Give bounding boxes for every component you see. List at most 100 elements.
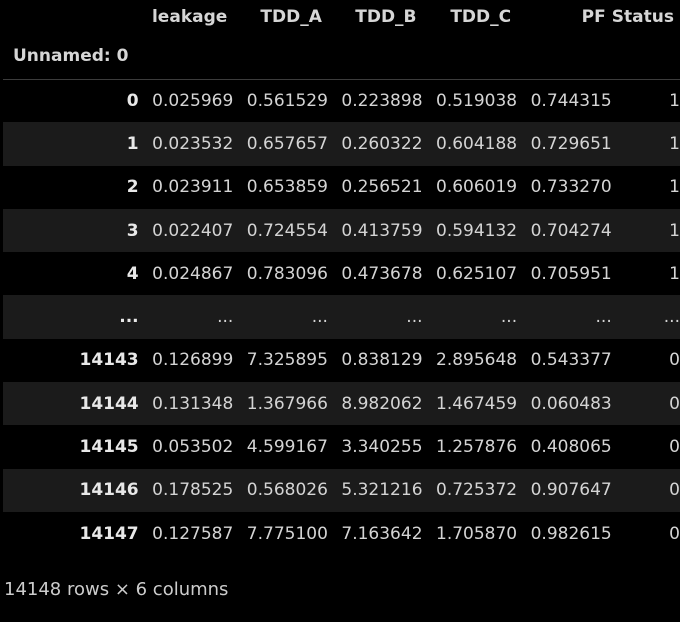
blank-header-cell	[611, 33, 680, 80]
blank-header-cell	[517, 33, 612, 80]
cell-status: ...	[611, 295, 680, 339]
cell-tdd-b: ...	[327, 295, 423, 339]
cell-status: 1	[611, 208, 680, 253]
cell-pf: 0.060483	[517, 382, 612, 426]
cell-pf: 0.733270	[530, 177, 612, 198]
cell-tdd-a: 0.568026	[233, 468, 328, 512]
column-header-status: Status	[611, 6, 674, 27]
table-row: 14143 0.126899 7.325895 0.838129 2.89564…	[3, 339, 680, 382]
blank-header-cell	[422, 33, 518, 80]
cell-leakage: 0.126899	[152, 350, 234, 371]
blank-header-cell	[3, 0, 139, 33]
cell-status: 1	[669, 177, 680, 198]
cell-tdd-c: 0.604188	[422, 122, 518, 166]
index-name-header: Unnamed: 0	[3, 33, 139, 80]
cell-leakage: 0.131348	[138, 382, 234, 426]
cell-tdd-b: 0.260322	[327, 122, 423, 166]
cell-pf: 0.907647	[517, 468, 612, 512]
cell-tdd-c: 1.257876	[436, 437, 518, 458]
row-index: 0	[126, 90, 139, 111]
cell-tdd-c: 2.895648	[436, 350, 518, 371]
cell-tdd-b: 3.340255	[341, 437, 423, 458]
table-row: 1 0.023532 0.657657 0.260322 0.604188 0.…	[3, 122, 680, 166]
cell-leakage: 0.178525	[138, 468, 234, 512]
cell-tdd-a: 0.657657	[233, 122, 328, 166]
ellipsis-row: ... ... ... ... ... ... ...	[3, 295, 680, 339]
table-row: 3 0.022407 0.724554 0.413759 0.594132 0.…	[3, 208, 680, 253]
cell-tdd-c: 0.519038	[436, 90, 518, 111]
cell-leakage: 0.022407	[138, 208, 234, 253]
table-row: 14144 0.131348 1.367966 8.982062 1.46745…	[3, 382, 680, 426]
row-index: ...	[3, 295, 139, 339]
cell-leakage: 0.023532	[138, 122, 234, 166]
blank-header-cell	[327, 33, 423, 80]
cell-tdd-a: 1.367966	[233, 382, 328, 426]
cell-tdd-a: 4.599167	[246, 437, 328, 458]
row-index: 4	[126, 263, 139, 284]
row-index: 1	[3, 122, 139, 166]
cell-tdd-a: 0.653859	[246, 177, 328, 198]
table-row: 0 0.025969 0.561529 0.223898 0.519038 0.…	[3, 79, 680, 122]
row-index: 14144	[3, 382, 139, 426]
cell-leakage: 0.025969	[152, 90, 234, 111]
cell-tdd-b: 8.982062	[327, 382, 423, 426]
cell-tdd-c: 1.705870	[436, 523, 518, 544]
column-header-tdd-c: TDD_C	[450, 6, 512, 27]
column-header-tdd-b: TDD_B	[355, 6, 417, 27]
cell-status: 0	[611, 468, 680, 512]
cell-status: 1	[669, 263, 680, 284]
blank-header-cell	[138, 33, 234, 80]
row-index: 14147	[79, 523, 139, 544]
cell-tdd-b: 0.838129	[341, 350, 423, 371]
cell-tdd-a: 0.724554	[233, 208, 328, 253]
row-index: 14146	[3, 468, 139, 512]
cell-leakage: 0.024867	[152, 263, 234, 284]
table-row: 14146 0.178525 0.568026 5.321216 0.72537…	[3, 468, 680, 512]
cell-tdd-b: 0.413759	[327, 208, 423, 253]
cell-tdd-b: 0.256521	[341, 177, 423, 198]
cell-tdd-a: 0.561529	[246, 90, 328, 111]
cell-leakage: ...	[138, 295, 234, 339]
cell-pf: ...	[517, 295, 612, 339]
cell-tdd-b: 7.163642	[341, 523, 423, 544]
cell-tdd-a: ...	[233, 295, 328, 339]
cell-pf: 0.705951	[530, 263, 612, 284]
cell-status: 0	[669, 350, 680, 371]
table-row: 14145 0.053502 4.599167 3.340255 1.25787…	[3, 425, 680, 468]
cell-tdd-a: 0.783096	[246, 263, 328, 284]
table-row: 2 0.023911 0.653859 0.256521 0.606019 0.…	[3, 166, 680, 209]
cell-leakage: 0.053502	[152, 437, 234, 458]
cell-tdd-c: 0.606019	[436, 177, 518, 198]
table-row: 14147 0.127587 7.775100 7.163642 1.70587…	[3, 512, 680, 555]
cell-status: 0	[669, 437, 680, 458]
cell-leakage: 0.127587	[152, 523, 234, 544]
cell-status: 0	[669, 523, 680, 544]
column-header-row: leakage TDD_A TDD_B TDD_C PF Status	[3, 0, 680, 33]
cell-tdd-c: 0.725372	[422, 468, 518, 512]
cell-tdd-b: 0.473678	[341, 263, 423, 284]
cell-tdd-a: 7.775100	[246, 523, 328, 544]
index-name-row: Unnamed: 0	[3, 33, 680, 80]
cell-pf: 0.543377	[530, 350, 612, 371]
row-index: 3	[3, 208, 139, 253]
cell-tdd-b: 0.223898	[341, 90, 423, 111]
cell-pf: 0.729651	[517, 122, 612, 166]
cell-pf: 0.744315	[530, 90, 612, 111]
cell-status: 1	[669, 90, 680, 111]
table-row: 4 0.024867 0.783096 0.473678 0.625107 0.…	[3, 252, 680, 295]
dataframe-table: leakage TDD_A TDD_B TDD_C PF Status Unna…	[3, 0, 680, 555]
cell-tdd-b: 5.321216	[327, 468, 423, 512]
cell-tdd-c: 0.594132	[422, 208, 518, 253]
cell-tdd-c: ...	[422, 295, 518, 339]
cell-tdd-c: 1.467459	[422, 382, 518, 426]
row-index: 14143	[79, 350, 139, 371]
row-index: 14145	[79, 437, 139, 458]
column-header-tdd-a: TDD_A	[260, 6, 322, 27]
cell-tdd-c: 0.625107	[436, 263, 518, 284]
row-index: 2	[126, 177, 139, 198]
cell-status: 0	[611, 382, 680, 426]
cell-leakage: 0.023911	[152, 177, 234, 198]
table-body: 0 0.025969 0.561529 0.223898 0.519038 0.…	[3, 79, 680, 555]
column-header-pf: PF	[581, 6, 606, 27]
